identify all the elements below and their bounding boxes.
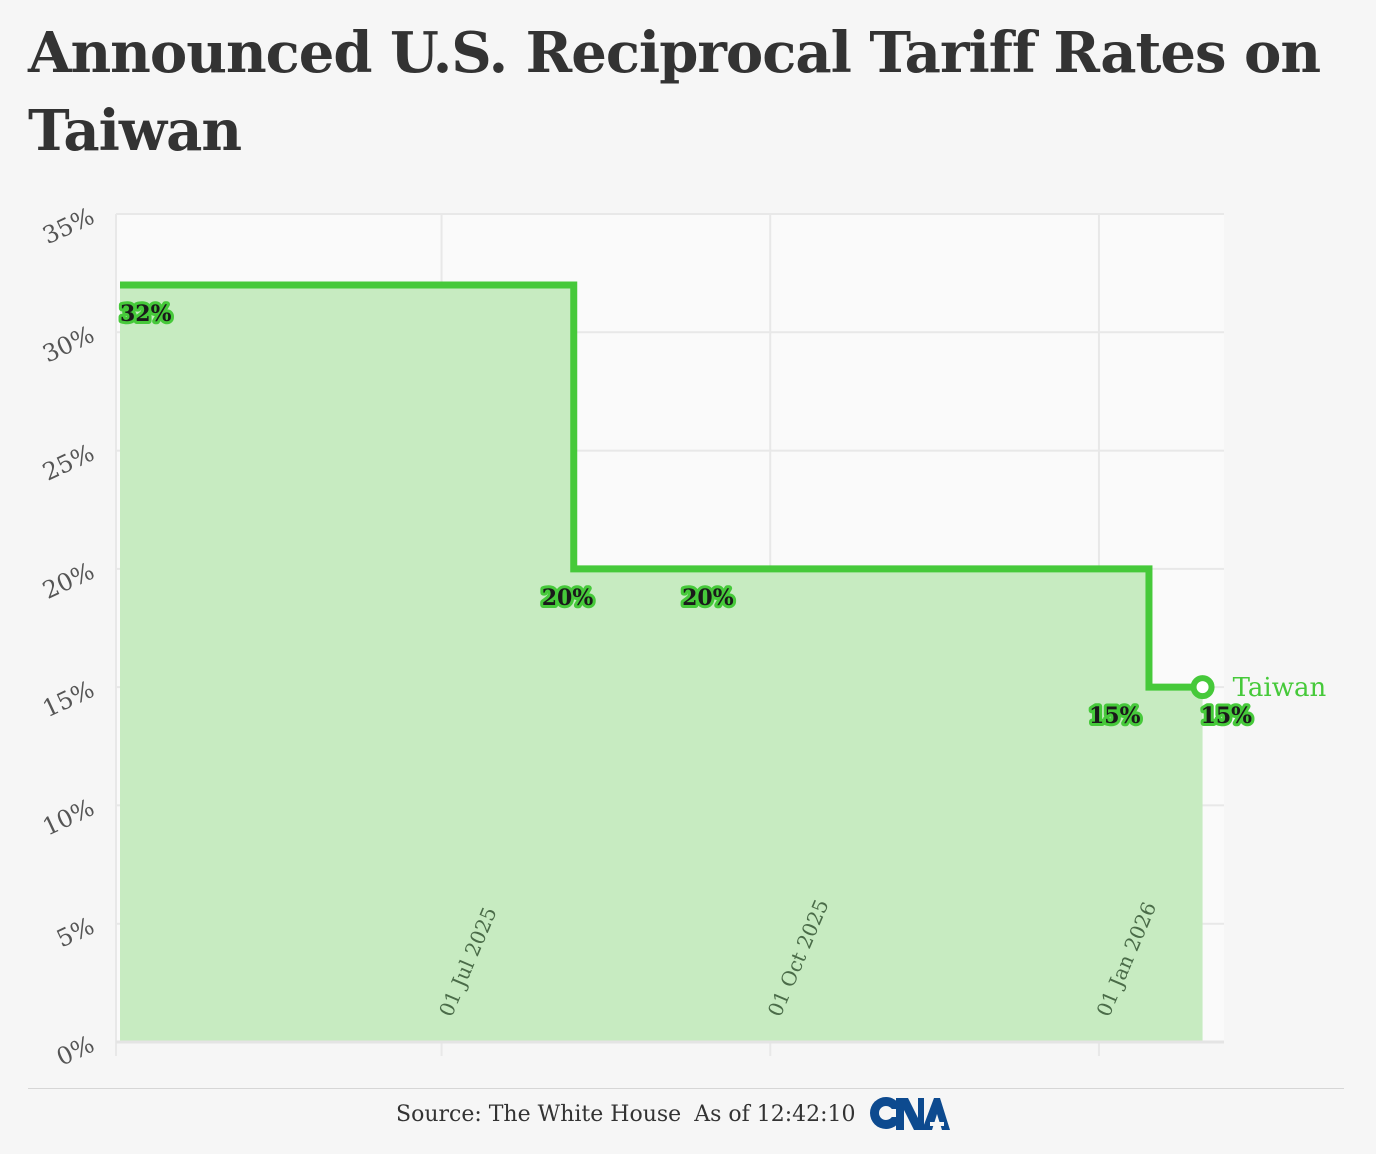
cna-logo-icon: [870, 1097, 950, 1130]
source-text: Source: The White House: [396, 1102, 682, 1127]
data-label: 15%: [1201, 703, 1253, 729]
footer-divider: [28, 1088, 1344, 1089]
footer-source: Source: The White House As of 12:42:10: [396, 1098, 862, 1132]
y-tick-label: 15%: [38, 675, 98, 723]
data-label: 20%: [542, 585, 594, 611]
data-labels: 32% 20% 20% 15% 15%: [117, 298, 1255, 732]
tariff-area-fill: [120, 284, 1203, 1042]
tariff-step-line: [120, 281, 1203, 691]
chart-title: Announced U.S. Reciprocal Tariff Rates o…: [28, 20, 1321, 164]
y-tick-label: 25%: [38, 439, 98, 487]
y-tick-label: 5%: [52, 912, 98, 953]
y-axis-ticks: 0% 5% 10% 15% 20% 25% 30% 35%: [38, 202, 98, 1071]
y-tick-label: 0%: [52, 1030, 98, 1071]
y-tick-label: 30%: [38, 320, 98, 368]
y-tick-label: 35%: [38, 202, 98, 250]
data-label: 32%: [120, 301, 172, 327]
data-label: 20%: [682, 585, 734, 611]
series-end-marker: [1190, 675, 1215, 700]
series-label-taiwan: Taiwan: [1233, 673, 1327, 703]
y-tick-label: 20%: [38, 557, 98, 605]
as-of-text: As of 12:42:10: [694, 1102, 856, 1127]
y-tick-label: 10%: [38, 793, 98, 841]
data-label: 15%: [1089, 703, 1141, 729]
